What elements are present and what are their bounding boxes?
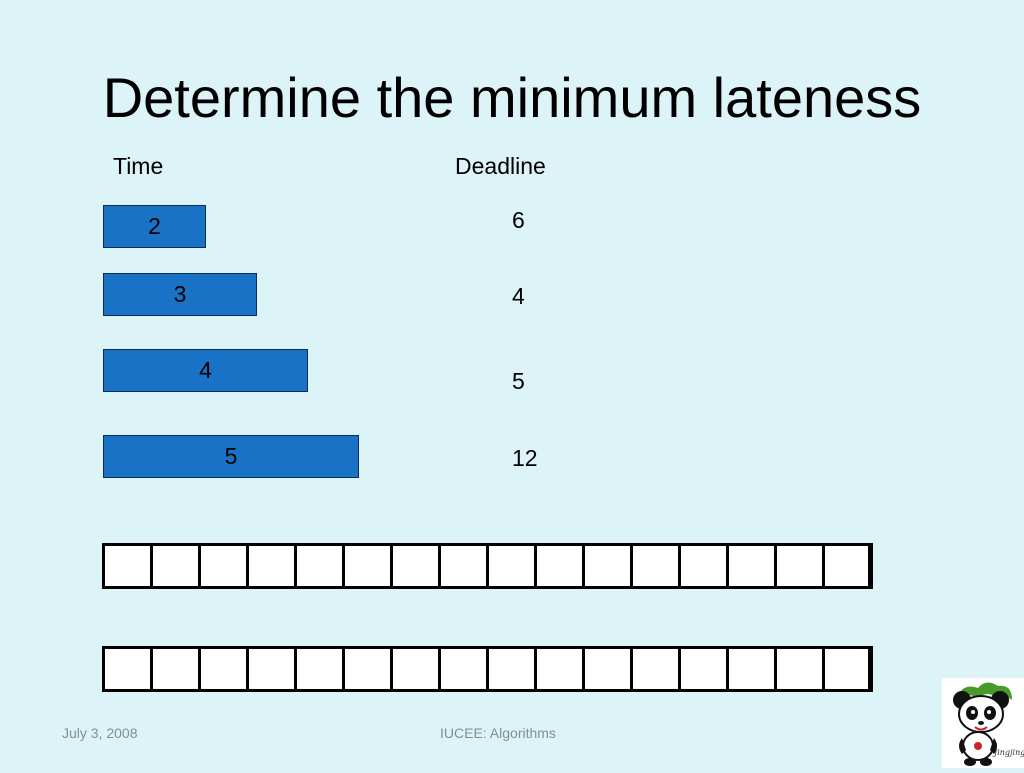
job-deadline-4: 12	[512, 445, 538, 471]
schedule-grid-row-2	[102, 646, 873, 692]
job-bar-1: 2	[103, 205, 206, 248]
schedule-cell	[390, 543, 441, 589]
schedule-cell	[390, 646, 441, 692]
schedule-cell	[774, 543, 825, 589]
job-bar-3: 4	[103, 349, 308, 392]
job-bar-2: 3	[103, 273, 257, 316]
footer-course: IUCEE: Algorithms	[440, 725, 556, 741]
schedule-cell	[294, 646, 345, 692]
schedule-cell	[246, 543, 297, 589]
schedule-cell	[534, 543, 585, 589]
schedule-cell	[438, 543, 489, 589]
mascot-logo: Jingjing	[942, 678, 1024, 768]
schedule-cell	[630, 543, 681, 589]
footer-date: July 3, 2008	[62, 725, 138, 741]
mascot-caption: Jingjing	[994, 748, 1024, 757]
schedule-grid-row-1	[102, 543, 873, 589]
job-bar-4: 5	[103, 435, 359, 478]
schedule-cell	[678, 543, 729, 589]
schedule-cell	[102, 543, 153, 589]
schedule-cell	[438, 646, 489, 692]
schedule-cell	[534, 646, 585, 692]
schedule-cell	[198, 543, 249, 589]
time-column-header: Time	[113, 153, 164, 179]
schedule-cell	[582, 543, 633, 589]
schedule-cell	[342, 646, 393, 692]
schedule-cell	[150, 646, 201, 692]
deadline-column-header: Deadline	[455, 153, 546, 179]
schedule-cell	[726, 543, 777, 589]
job-deadline-3: 5	[512, 368, 525, 394]
schedule-cell	[822, 543, 873, 589]
schedule-cell	[630, 646, 681, 692]
schedule-cell	[150, 543, 201, 589]
schedule-cell	[198, 646, 249, 692]
schedule-cell	[582, 646, 633, 692]
schedule-cell	[486, 646, 537, 692]
schedule-cell	[726, 646, 777, 692]
job-deadline-2: 4	[512, 283, 525, 309]
schedule-cell	[102, 646, 153, 692]
slide-title: Determine the minimum lateness	[102, 66, 922, 129]
job-deadline-1: 6	[512, 207, 525, 233]
schedule-cell	[486, 543, 537, 589]
schedule-cell	[822, 646, 873, 692]
schedule-cell	[246, 646, 297, 692]
schedule-cell	[294, 543, 345, 589]
schedule-cell	[678, 646, 729, 692]
panda-mascot-icon	[953, 682, 1012, 766]
schedule-cell	[774, 646, 825, 692]
schedule-cell	[342, 543, 393, 589]
